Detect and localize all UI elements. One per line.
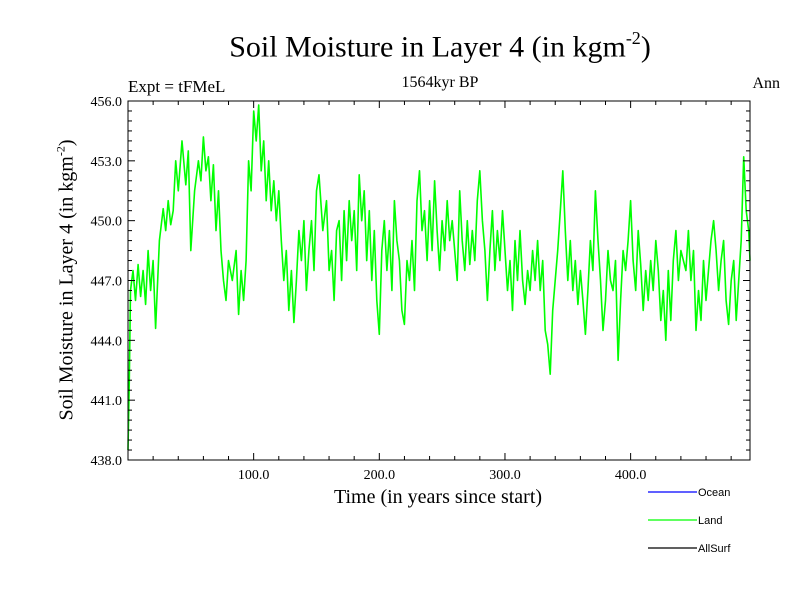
plot-frame xyxy=(127,100,751,461)
x-axis-label: Time (in years since start) xyxy=(333,486,543,508)
legend-label-ocean: Ocean xyxy=(698,487,730,499)
y-tick-label: 450.0 xyxy=(91,215,123,230)
legend-label-allsurf: AllSurf xyxy=(698,543,731,555)
y-tick-label: 444.0 xyxy=(91,334,123,349)
series-line-land xyxy=(127,104,751,451)
y-tick-label: 456.0 xyxy=(91,95,123,110)
x-tick-label: 400.0 xyxy=(615,468,647,483)
y-tick-label: 447.0 xyxy=(91,275,123,290)
chart-subtitle: 1564kyr BP xyxy=(401,74,479,91)
x-tick-label: 300.0 xyxy=(489,468,521,483)
legend-label-land: Land xyxy=(698,515,722,527)
y-tick-label: 441.0 xyxy=(91,394,123,409)
y-tick-label: 438.0 xyxy=(91,454,123,469)
experiment-label: Expt = tFMeL xyxy=(128,77,226,96)
chart-title: Soil Moisture in Layer 4 (in kgm-2) xyxy=(229,28,651,64)
period-label: Ann xyxy=(752,75,780,92)
x-tick-label: 200.0 xyxy=(364,468,396,483)
y-tick-label: 453.0 xyxy=(91,155,123,170)
x-tick-label: 100.0 xyxy=(238,468,270,483)
